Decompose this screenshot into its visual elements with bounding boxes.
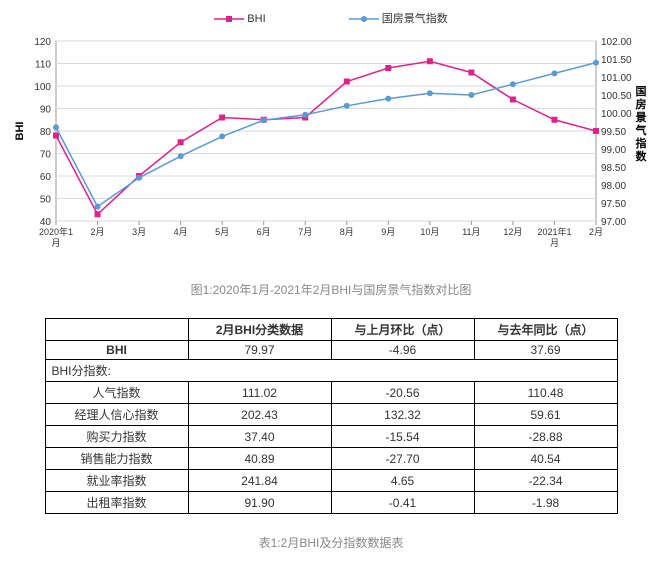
svg-text:90: 90	[40, 105, 52, 116]
chart-caption: 图1:2020年1月-2021年2月BHI与国房景气指数对比图	[10, 281, 652, 298]
table-cell: 4.65	[331, 470, 474, 492]
table-cell: -27.70	[331, 448, 474, 470]
table-cell: 110.48	[474, 382, 617, 404]
table-cell: 37.69	[474, 341, 617, 360]
table-header-row: 2月BHI分类数据 与上月环比（点） 与去年同比（点）	[45, 319, 617, 341]
table-cell: 241.84	[188, 470, 331, 492]
svg-text:指: 指	[636, 136, 647, 150]
table-header-blank	[45, 319, 188, 341]
svg-text:数: 数	[636, 149, 648, 163]
legend-marker-guofang	[349, 14, 379, 24]
row-label: 销售能力指数	[45, 448, 188, 470]
svg-text:3月: 3月	[132, 227, 146, 237]
table-cell: 40.54	[474, 448, 617, 470]
table-cell: 111.02	[188, 382, 331, 404]
table-row: 经理人信心指数202.43132.3259.61	[45, 404, 617, 426]
svg-text:2月: 2月	[91, 227, 105, 237]
table-caption: 表1:2月BHI及分指数数据表	[10, 534, 652, 551]
svg-text:97.50: 97.50	[601, 199, 626, 210]
row-label: 就业率指数	[45, 470, 188, 492]
svg-text:12月: 12月	[503, 227, 522, 237]
svg-text:102.00: 102.00	[601, 37, 632, 48]
svg-text:5月: 5月	[215, 227, 229, 237]
table-row: 出租率指数91.90-0.41-1.98	[45, 492, 617, 514]
chart-legend: BHI 国房景气指数	[10, 10, 652, 26]
table-cell: 59.61	[474, 404, 617, 426]
svg-text:国: 国	[636, 85, 647, 98]
svg-text:气: 气	[635, 123, 647, 137]
table-header-1: 2月BHI分类数据	[188, 319, 331, 341]
table-cell: 202.43	[188, 404, 331, 426]
svg-text:2020年1: 2020年1	[39, 226, 73, 237]
svg-text:6月: 6月	[257, 227, 271, 237]
row-label: BHI	[45, 341, 188, 360]
svg-text:98.50: 98.50	[601, 163, 626, 174]
legend-label-bhi: BHI	[247, 13, 265, 25]
table-row: 销售能力指数40.89-27.7040.54	[45, 448, 617, 470]
legend-marker-bhi	[214, 14, 244, 24]
table-section-row: BHI分指数:	[45, 360, 617, 382]
table-cell: 132.32	[331, 404, 474, 426]
svg-text:100.50: 100.50	[601, 91, 632, 102]
svg-text:99.50: 99.50	[601, 127, 626, 138]
svg-text:月: 月	[550, 238, 559, 248]
svg-text:7月: 7月	[298, 227, 312, 237]
row-label: 出租率指数	[45, 492, 188, 514]
table-cell: -15.54	[331, 426, 474, 448]
table-cell: -1.98	[474, 492, 617, 514]
svg-text:BHI: BHI	[14, 122, 26, 141]
row-label: 购买力指数	[45, 426, 188, 448]
svg-text:100.00: 100.00	[601, 109, 632, 120]
svg-text:60: 60	[40, 172, 52, 183]
table-cell: 79.97	[188, 341, 331, 360]
legend-item-bhi: BHI	[214, 13, 265, 25]
svg-text:70: 70	[40, 150, 52, 161]
row-label: 人气指数	[45, 382, 188, 404]
row-label: 经理人信心指数	[45, 404, 188, 426]
svg-text:120: 120	[34, 37, 51, 48]
svg-text:月: 月	[51, 238, 60, 248]
svg-text:2月: 2月	[589, 227, 603, 237]
table-cell: 37.40	[188, 426, 331, 448]
table-cell: 40.89	[188, 448, 331, 470]
table-cell: -20.56	[331, 382, 474, 404]
svg-text:100: 100	[34, 82, 51, 93]
svg-text:99.00: 99.00	[601, 145, 626, 156]
table-row: 购买力指数37.40-15.54-28.88	[45, 426, 617, 448]
svg-text:80: 80	[40, 127, 52, 138]
svg-text:8月: 8月	[340, 227, 354, 237]
svg-text:97.00: 97.00	[601, 217, 626, 228]
table-cell: -4.96	[331, 341, 474, 360]
table-row: 就业率指数241.844.65-22.34	[45, 470, 617, 492]
table-row: BHI79.97-4.9637.69	[45, 341, 617, 360]
svg-text:98.00: 98.00	[601, 181, 626, 192]
svg-text:11月: 11月	[462, 227, 480, 237]
svg-text:房: 房	[636, 97, 647, 111]
svg-text:9月: 9月	[381, 227, 395, 237]
table-cell: 91.90	[188, 492, 331, 514]
table-row: 人气指数111.02-20.56110.48	[45, 382, 617, 404]
svg-text:2021年1: 2021年1	[537, 226, 571, 237]
table-header-2: 与上月环比（点）	[331, 319, 474, 341]
svg-text:10月: 10月	[420, 227, 439, 237]
svg-text:110: 110	[35, 60, 51, 71]
svg-text:景: 景	[635, 111, 647, 124]
legend-label-guofang: 国房景气指数	[382, 13, 448, 25]
table-cell: -28.88	[474, 426, 617, 448]
line-chart: 40506070809010011012097.0097.5098.0098.5…	[11, 31, 651, 261]
table-cell: -22.34	[474, 470, 617, 492]
svg-text:50: 50	[40, 195, 52, 206]
table-header-3: 与去年同比（点）	[474, 319, 617, 341]
table-section-label: BHI分指数:	[45, 360, 617, 382]
svg-text:101.50: 101.50	[601, 55, 632, 66]
svg-text:101.00: 101.00	[601, 73, 632, 84]
data-table: 2月BHI分类数据 与上月环比（点） 与去年同比（点） BHI79.97-4.9…	[45, 318, 618, 514]
table-cell: -0.41	[331, 492, 474, 514]
svg-text:4月: 4月	[174, 227, 188, 237]
legend-item-guofang: 国房景气指数	[349, 10, 448, 26]
